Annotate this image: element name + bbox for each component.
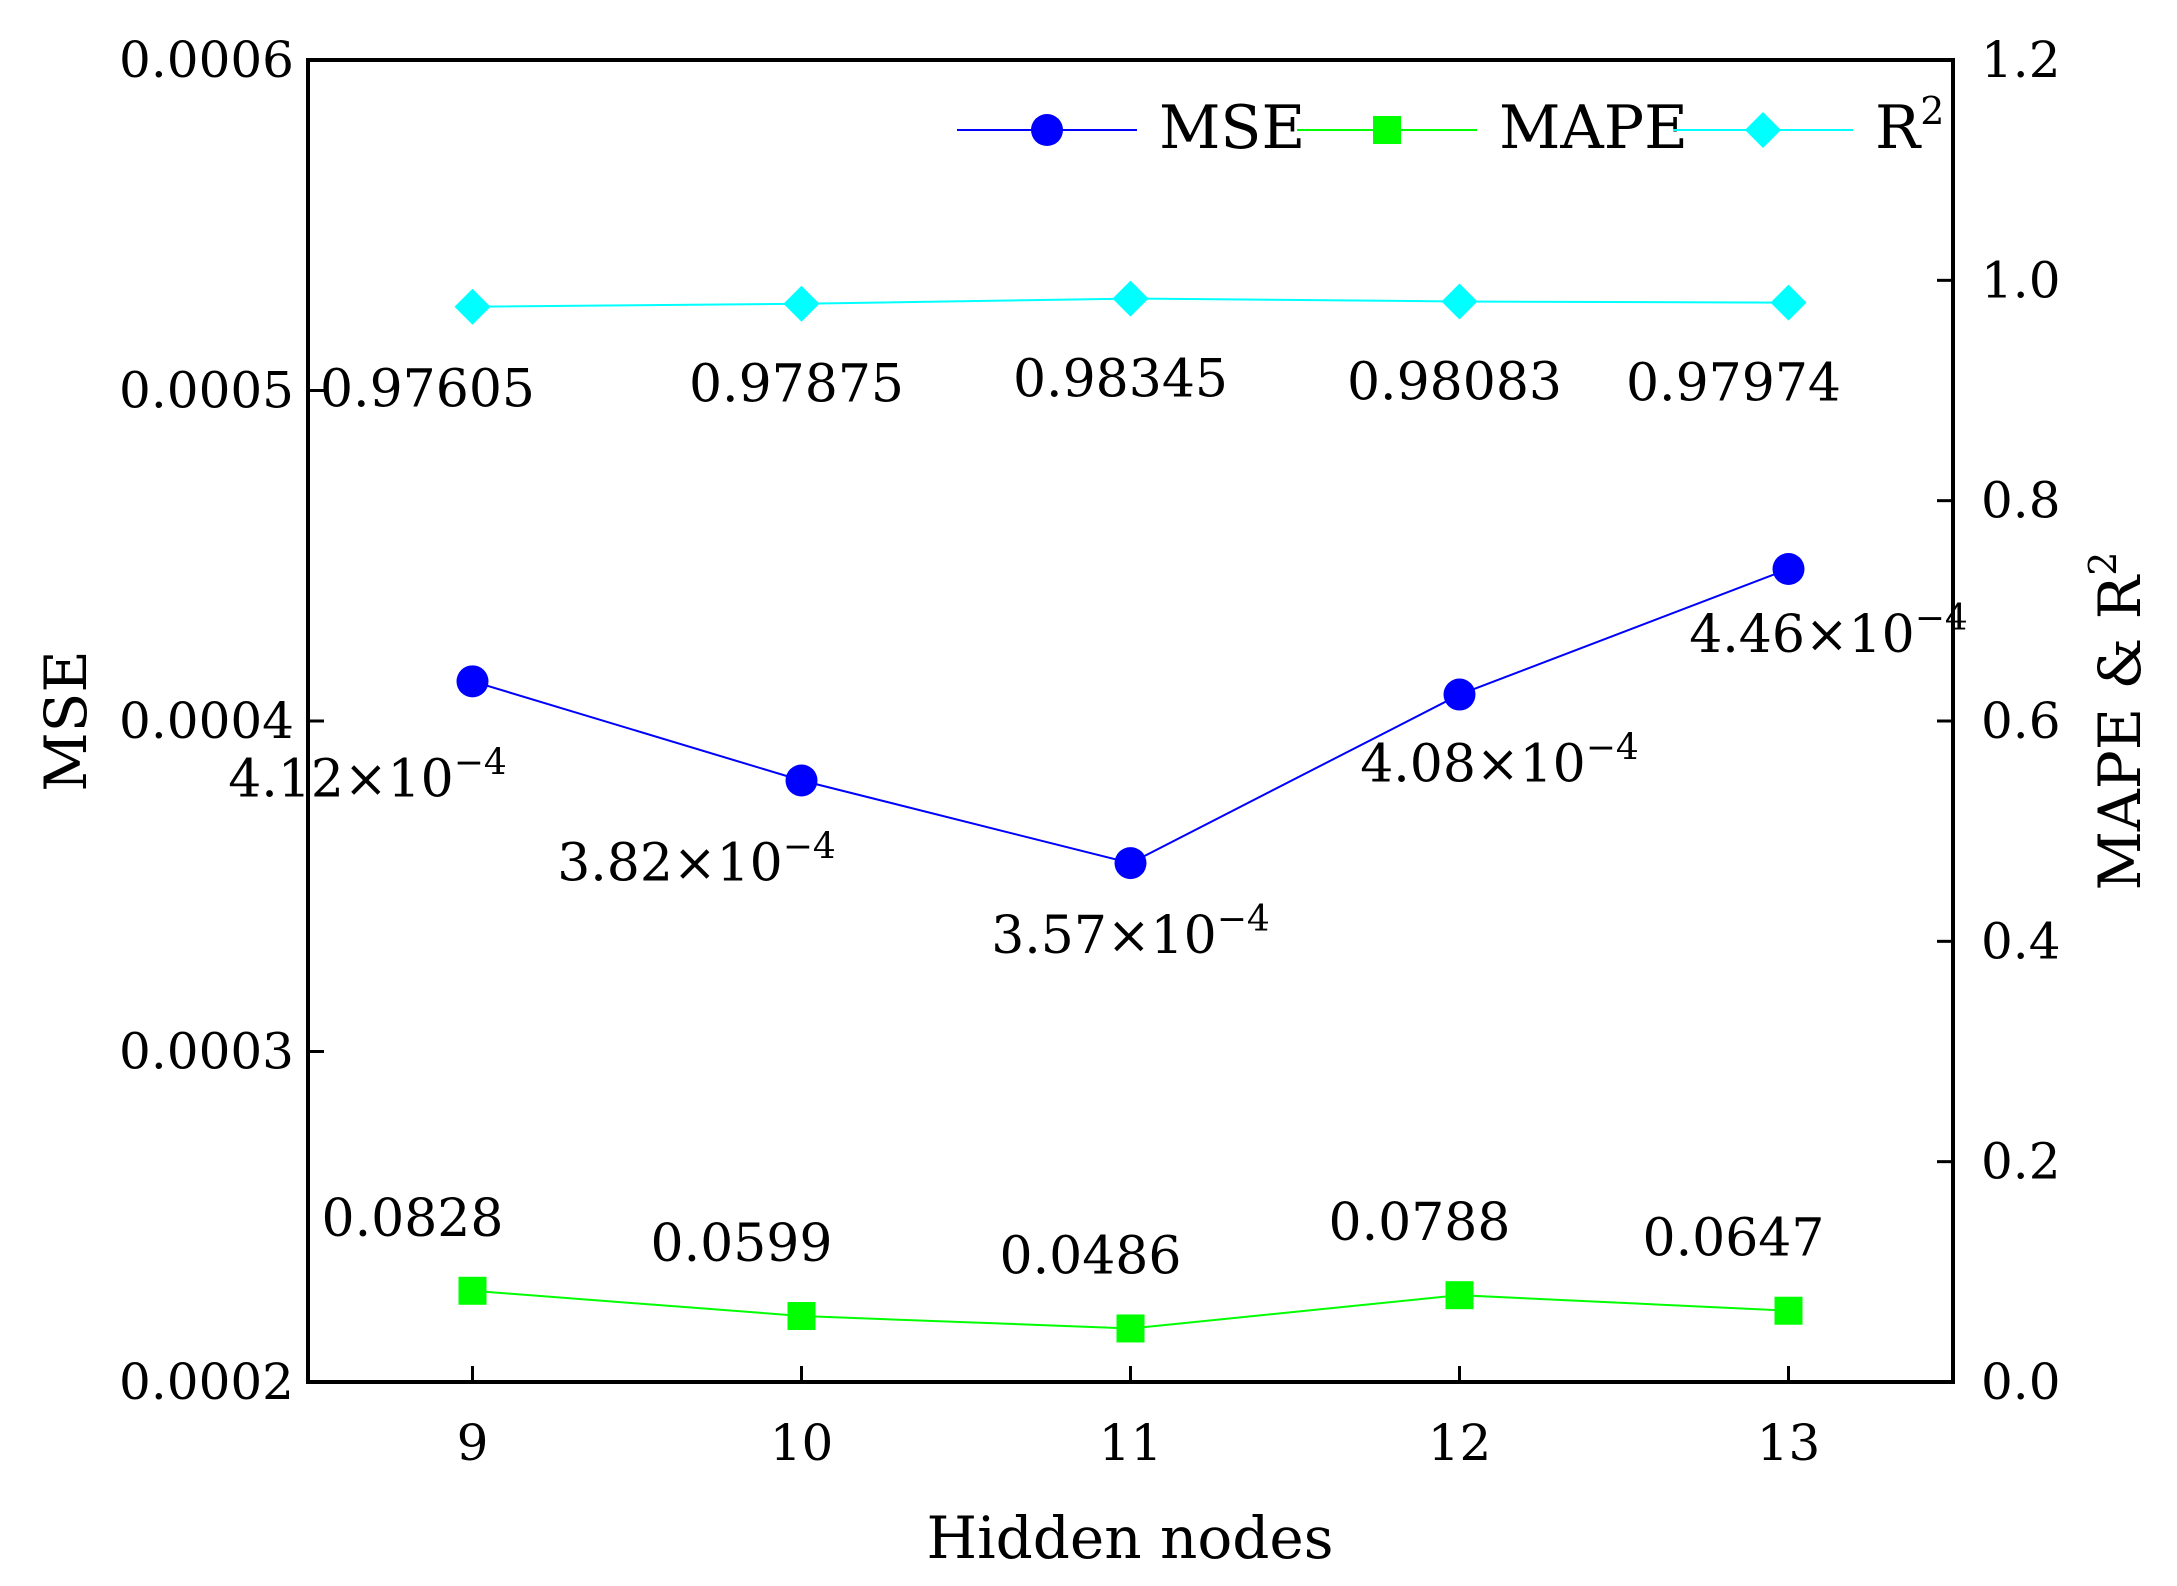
x-axis-title: Hidden nodes [927,1504,1334,1572]
legend-item-mse: MSE [957,93,1305,163]
data-label-text: 0.0486 [1000,1226,1182,1286]
data-label-text: 0.97875 [689,355,904,415]
data-label-text: 0.0647 [1643,1209,1825,1269]
legend-label: MAPE [1499,93,1688,163]
data-label: 0.0599 [651,1214,833,1274]
data-point-marker [1441,283,1478,320]
x-tick-label: 9 [457,1414,489,1472]
data-label: 0.97605 [320,360,535,420]
right-y-axis-title-text: MAPE & R [2086,573,2154,890]
series-mape: 0.0828 0.0599 0.0486 0.0788 0.0647 [322,1189,1825,1343]
left-y-tick-label: 0.0002 [119,1353,294,1411]
data-label-exponent: −4 [454,742,507,783]
x-tick-label: 13 [1757,1414,1821,1472]
data-point-marker [1443,678,1476,711]
legend-marker [1031,114,1063,146]
data-label: 0.98345 [1013,350,1228,410]
right-y-tick-label: 0.6 [1981,692,2061,750]
data-label-text: 3.57×10 [991,906,1217,966]
data-label-exponent: −4 [1586,728,1639,769]
data-label: 0.0647 [1643,1209,1825,1269]
x-tick-label: 11 [1099,1414,1163,1472]
left-y-tick-label: 0.0006 [119,31,294,89]
data-label-text: 4.12×10 [228,749,454,809]
data-point-marker [1114,847,1147,880]
legend-marker [1745,112,1781,148]
data-label-exponent: −4 [783,826,836,867]
data-label: 4.46×10−4 [1689,598,1968,665]
legend-label-text: R [1875,93,1922,163]
data-label-text: 0.97974 [1626,354,1841,414]
x-tick-label: 12 [1428,1414,1492,1472]
legend-label: R2 [1875,89,1944,163]
data-label: 0.0828 [322,1189,504,1249]
data-label-text: 0.98345 [1013,350,1228,410]
series-group: 4.12×10−43.82×10−43.57×10−44.08×10−44.46… [228,280,1968,1343]
data-label-text: 0.98083 [1347,352,1562,412]
data-point-marker [1112,280,1149,317]
data-label-exponent: −4 [1217,899,1270,940]
data-label-text: 0.0599 [651,1214,833,1274]
right-y-ticks: 0.0 0.2 0.4 0.6 0.8 1.0 1.2 [1937,31,2061,1411]
x-tick-label: 10 [770,1414,834,1472]
data-label: 3.82×10−4 [557,826,836,893]
data-label-text: 0.97605 [320,360,535,420]
data-point-marker [1774,1296,1803,1325]
data-label: 0.98083 [1347,352,1562,412]
data-point-marker [454,288,491,325]
legend-label-sup: 2 [1920,89,1944,133]
data-point-marker [1445,1281,1474,1310]
data-label: 0.0486 [1000,1226,1182,1286]
right-y-tick-label: 0.4 [1981,912,2061,970]
data-point-marker [1772,552,1805,585]
legend-marker [1373,116,1401,144]
legend-label: MSE [1159,93,1305,163]
data-point-marker [456,665,489,698]
data-point-marker [1116,1314,1145,1343]
data-point-marker [1770,284,1807,321]
series-mse: 4.12×10−43.82×10−43.57×10−44.08×10−44.46… [228,552,1968,966]
left-y-tick-label: 0.0004 [119,692,294,750]
data-label: 4.12×10−4 [228,742,507,809]
right-y-axis-title-sup: 2 [2081,552,2125,576]
plot-frame [306,58,1955,1384]
data-label: 4.08×10−4 [1360,728,1639,795]
data-label-exponent: −4 [1915,598,1968,639]
data-label-text: 4.46×10 [1689,605,1915,665]
right-y-tick-label: 0.2 [1981,1133,2061,1191]
left-y-axis-title: MSE [32,650,100,791]
data-point-marker [783,285,820,322]
right-y-tick-label: 1.2 [1981,31,2061,89]
data-label-text: 3.82×10 [557,833,783,893]
right-y-tick-label: 0.0 [1981,1353,2061,1411]
series-line [472,568,1789,865]
series-r: 0.97605 0.97875 0.98345 0.98083 0.97974 [320,280,1841,420]
left-y-tick-label: 0.0003 [119,1023,294,1081]
right-y-tick-label: 0.8 [1981,472,2061,530]
data-label: 0.0788 [1329,1193,1511,1253]
data-label-text: 0.0788 [1329,1193,1511,1253]
data-label: 3.57×10−4 [991,899,1270,966]
left-y-tick-label: 0.0005 [119,362,294,420]
x-ticks: 9 10 11 12 13 [457,1366,1821,1472]
legend: MSE MAPE R2 [957,89,1944,163]
data-label: 0.97875 [689,355,904,415]
legend-item-r: R2 [1673,89,1944,163]
right-y-tick-label: 1.0 [1981,251,2061,309]
right-y-axis-title: MAPE & R2 [2081,552,2154,891]
data-label: 0.97974 [1626,354,1841,414]
legend-label-text: MSE [1159,93,1305,163]
data-point-marker [785,764,818,797]
data-label-text: 0.0828 [322,1189,504,1249]
data-label-text: 4.08×10 [1360,735,1586,795]
data-point-marker [787,1302,816,1331]
legend-item-mape: MAPE [1297,93,1688,163]
data-point-marker [458,1276,487,1305]
left-y-ticks: 0.0002 0.0003 0.0004 0.0005 0.0006 [119,31,324,1411]
legend-label-text: MAPE [1499,93,1688,163]
